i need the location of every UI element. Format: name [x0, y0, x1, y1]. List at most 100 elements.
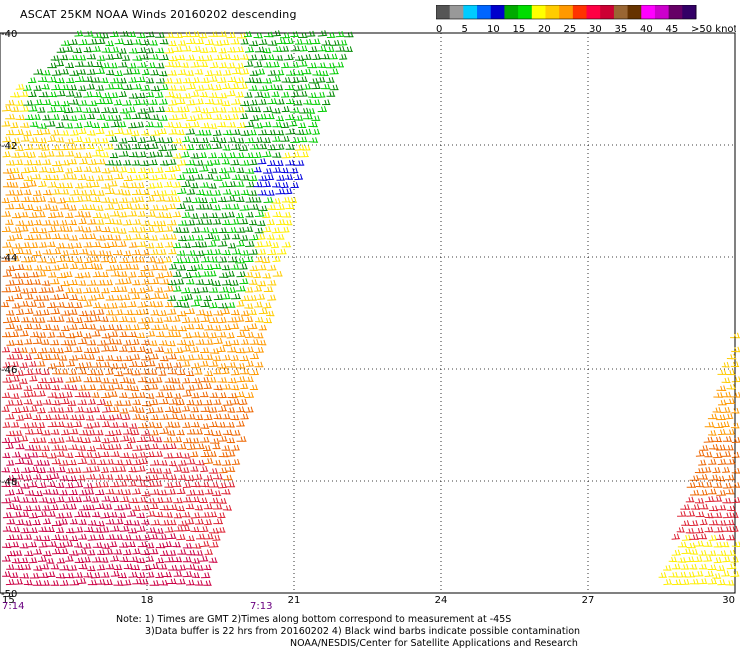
wind-barb — [29, 121, 39, 128]
wind-barb — [33, 189, 42, 196]
wind-barb — [132, 38, 142, 45]
wind-barb — [100, 92, 111, 99]
wind-barb — [695, 481, 705, 488]
wind-barb — [158, 54, 169, 61]
wind-barb — [149, 204, 160, 211]
wind-barb — [190, 167, 199, 174]
wind-barb — [82, 466, 93, 473]
wind-barb — [118, 240, 127, 247]
wind-barb — [46, 481, 56, 488]
wind-barb — [226, 211, 235, 218]
wind-barb — [204, 98, 215, 105]
wind-barb — [208, 511, 218, 518]
wind-barb — [29, 437, 40, 444]
wind-barb — [222, 474, 233, 481]
wind-barb — [28, 512, 38, 519]
wind-barb — [2, 270, 13, 277]
wind-barb — [1, 197, 10, 204]
wind-barb — [168, 114, 179, 121]
wind-barb — [27, 151, 36, 158]
wind-barb — [86, 204, 96, 211]
wind-barb — [64, 122, 74, 129]
wind-barb — [109, 511, 118, 518]
wind-barb — [87, 218, 97, 225]
wind-barb — [1, 331, 12, 338]
wind-barb — [77, 85, 87, 92]
wind-barb — [158, 264, 168, 271]
wind-barb — [5, 113, 16, 120]
wind-barb — [199, 481, 210, 488]
wind-barb — [42, 505, 51, 511]
wind-barb — [60, 280, 70, 287]
wind-barb — [213, 175, 223, 182]
wind-barb — [100, 392, 111, 399]
wind-barb — [47, 331, 56, 338]
wind-barb — [208, 31, 219, 38]
wind-barb — [29, 421, 38, 428]
wind-barb — [190, 137, 200, 144]
wind-barb — [254, 285, 263, 292]
wind-barb — [68, 173, 78, 180]
wind-barb — [91, 511, 101, 518]
wind-barb — [42, 399, 52, 405]
wind-barb — [686, 482, 697, 488]
wind-barb — [716, 534, 725, 540]
wind-barb — [69, 384, 78, 391]
wind-barb — [68, 444, 79, 451]
wind-barb — [83, 91, 93, 98]
wind-barb — [281, 241, 292, 248]
wind-barb — [82, 332, 92, 339]
wind-barb — [227, 242, 237, 249]
wind-barb — [172, 181, 182, 188]
wind-barb — [6, 474, 15, 481]
wind-barb — [239, 82, 248, 90]
wind-barb — [236, 271, 247, 278]
wind-barb — [726, 549, 736, 556]
wind-barb — [199, 525, 209, 533]
wind-barb — [298, 151, 309, 158]
wind-barb — [226, 32, 236, 39]
wind-barb — [198, 152, 208, 159]
wind-barb — [146, 301, 156, 307]
wind-barb — [158, 563, 168, 570]
wind-barb — [708, 505, 719, 512]
wind-barb — [91, 287, 100, 293]
wind-barb — [67, 400, 77, 406]
wind-barb — [227, 377, 237, 384]
wind-barb — [231, 233, 241, 240]
wind-barb — [1, 437, 11, 444]
wind-barb — [195, 533, 206, 540]
wind-barb — [708, 534, 718, 541]
wind-barb — [69, 309, 78, 315]
wind-barb — [177, 548, 187, 555]
wind-barb — [56, 421, 65, 428]
wind-barb — [131, 474, 142, 481]
wind-barb — [239, 204, 250, 211]
wind-barb — [5, 219, 14, 226]
wind-barb — [69, 189, 80, 196]
wind-barb — [73, 166, 83, 173]
wind-barb — [158, 204, 169, 211]
wind-barb — [167, 443, 177, 450]
wind-barb — [191, 226, 201, 233]
wind-barb — [29, 331, 40, 338]
wind-barb — [42, 233, 52, 240]
wind-barb — [114, 518, 124, 525]
wind-barb — [74, 30, 84, 37]
wind-barb — [199, 286, 209, 293]
wind-barb — [253, 106, 262, 113]
wind-barb — [164, 331, 175, 338]
wind-barb — [281, 62, 290, 69]
wind-barb — [126, 62, 137, 69]
wind-barb — [6, 353, 16, 360]
wind-barb — [168, 248, 177, 255]
wind-barb — [155, 77, 166, 84]
wind-barb — [677, 541, 688, 548]
wind-barb — [290, 106, 300, 113]
wind-barb — [194, 473, 203, 480]
wind-barb — [55, 150, 65, 157]
wind-barb — [82, 137, 92, 144]
wind-barb — [311, 115, 321, 122]
wind-barb — [244, 331, 255, 339]
wind-barb — [177, 295, 188, 302]
